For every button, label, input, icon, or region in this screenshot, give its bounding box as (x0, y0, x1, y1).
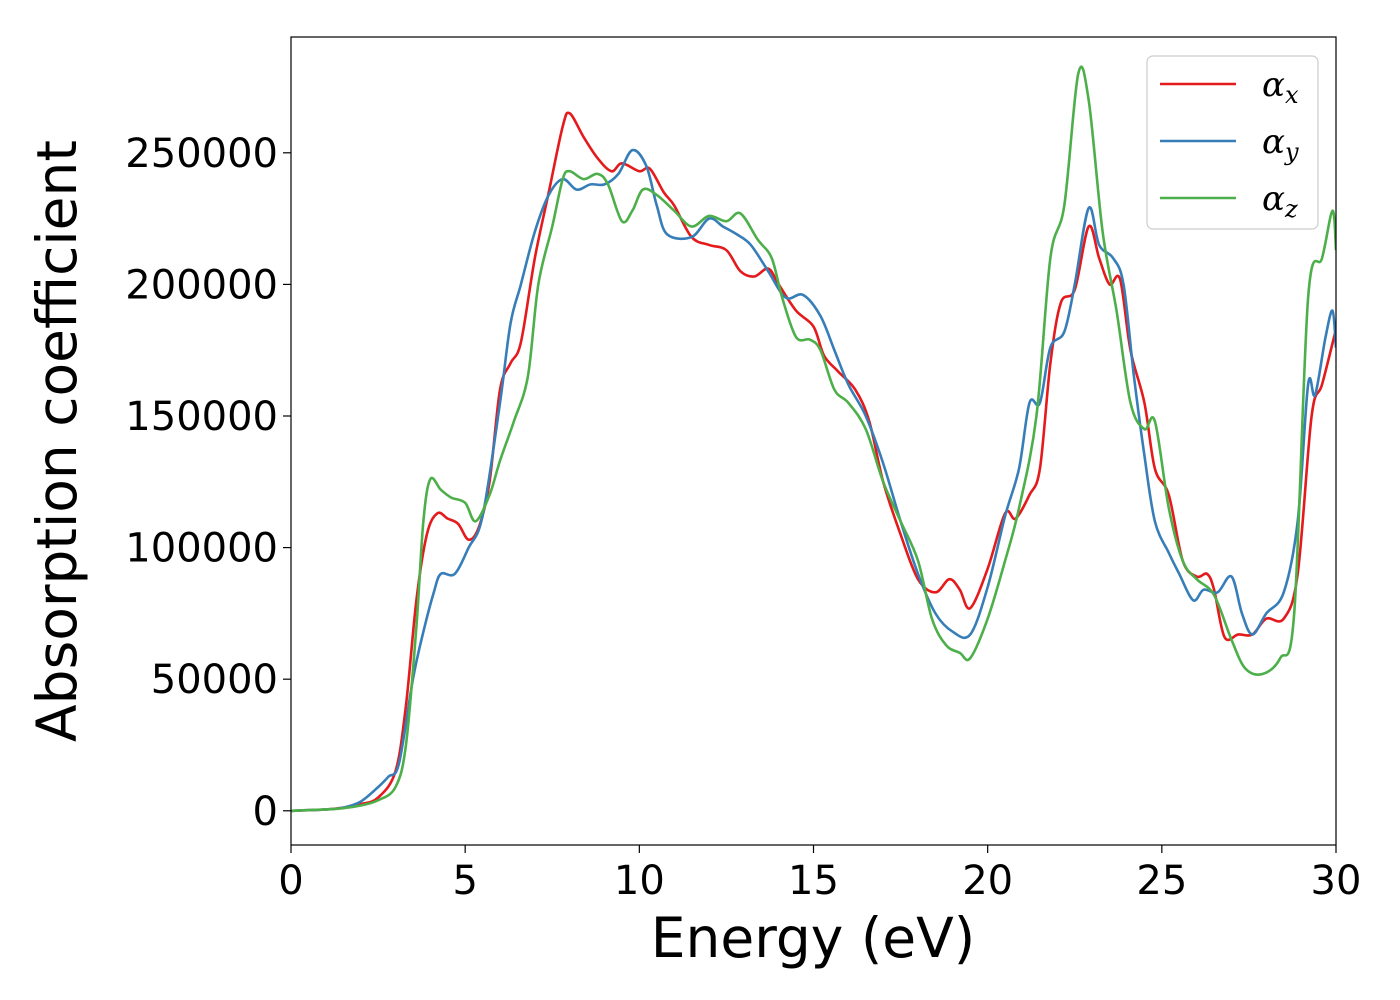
y-tick-label: 150000 (125, 394, 278, 440)
ticks-layer: 0 5 10 15 20 25 30 0 50000 100000 150000 200000 2500… (125, 131, 1361, 904)
x-tick-label: 20 (962, 858, 1013, 904)
legend-label-alpha-x: αx (1262, 65, 1299, 109)
x-tick-label: 15 (788, 858, 839, 904)
legend-label-alpha-z: αz (1262, 179, 1298, 223)
x-tick-label: 0 (278, 858, 303, 904)
y-tick-label: 50000 (151, 657, 278, 703)
x-axis-label: Energy (eV) (651, 906, 975, 970)
series-line-alpha-y (291, 148, 1336, 813)
x-tick-label: 25 (1136, 858, 1187, 904)
legend: αx αy αz (1146, 55, 1319, 230)
y-tick-label: 250000 (125, 131, 278, 177)
y-tick-label: 0 (253, 789, 278, 835)
series-line-alpha-z (291, 65, 1336, 813)
x-tick-label: 10 (614, 858, 665, 904)
x-tick-label: 5 (452, 858, 477, 904)
legend-box (1146, 55, 1319, 230)
y-axis-label: Absorption coefficient (25, 140, 89, 742)
y-tick-label: 100000 (125, 526, 278, 572)
x-tick-label: 30 (1311, 858, 1362, 904)
y-tick-label: 200000 (125, 262, 278, 308)
legend-label-alpha-y: αy (1262, 122, 1299, 166)
series-layer (291, 65, 1336, 813)
